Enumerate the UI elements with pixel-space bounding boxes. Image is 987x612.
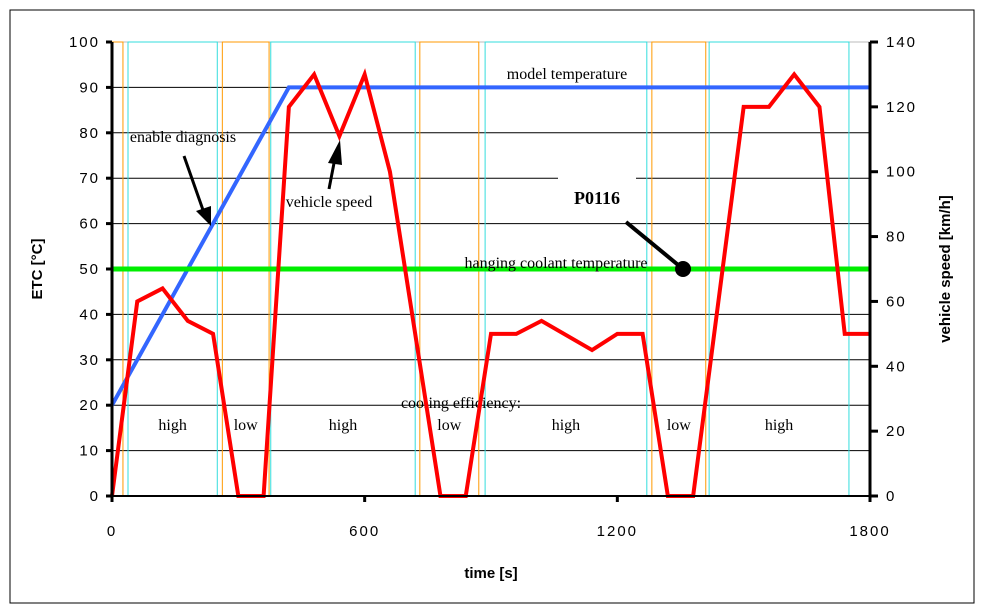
y-tick-label: 70: [79, 170, 100, 187]
x-tick-label: 1800: [849, 523, 890, 540]
y-tick-label: 90: [79, 79, 100, 96]
y2-tick-label: 0: [886, 488, 896, 505]
region-label: low: [667, 417, 691, 434]
x-tick-label: 0: [107, 523, 117, 540]
region-label: low: [234, 417, 258, 434]
y2-tick-label: 20: [886, 423, 907, 440]
y-tick-label: 20: [79, 397, 100, 414]
y-tick-label: 100: [69, 34, 100, 51]
y-tick-label: 50: [79, 261, 100, 278]
region-label: high: [329, 417, 357, 434]
y2-tick-label: 80: [886, 229, 907, 246]
y2-tick-label: 60: [886, 293, 907, 310]
vehicle-speed-line: [110, 68, 870, 498]
p0116-dot: [675, 261, 692, 277]
x-axis-title: time [s]: [464, 565, 517, 582]
x-tick-label: 600: [349, 523, 380, 540]
y-axis-title: ETC [°C]: [29, 239, 46, 300]
region-label: high: [158, 417, 186, 434]
vehicle-speed-annotation: vehicle speed: [286, 194, 373, 211]
y-tick-label: 10: [79, 443, 100, 460]
arrowhead-icon: [328, 140, 342, 165]
y-tick-label: 40: [79, 306, 100, 323]
region-label: high: [552, 417, 580, 434]
arrowhead-icon: [196, 206, 211, 226]
model-temperature-annotation: model temperature: [507, 66, 627, 83]
y2-tick-label: 120: [886, 99, 917, 116]
region-label: high: [765, 417, 793, 434]
p0116-pointer: [624, 220, 685, 271]
y-tick-label: 80: [79, 125, 100, 142]
region-label: low: [437, 417, 461, 434]
enable-diagnosis-annotation: enable diagnosis: [130, 129, 236, 146]
hanging-coolant-annotation: hanging coolant temperature: [464, 255, 647, 272]
y-tick-label: 0: [90, 488, 100, 505]
y2-axis-title: vehicle speed [km/h]: [937, 195, 954, 343]
y-tick-label: 60: [79, 216, 100, 233]
y2-tick-label: 40: [886, 358, 907, 375]
label-background: [558, 176, 636, 184]
x-tick-label: 1200: [597, 523, 638, 540]
y2-tick-label: 140: [886, 34, 917, 51]
enable-diagnosis-arrow: [182, 155, 205, 211]
y2-tick-label: 100: [886, 164, 917, 181]
y-tick-label: 30: [79, 352, 100, 369]
cooling-efficiency-label: cooling efficiency:: [401, 395, 521, 412]
chart-frame: [9, 9, 975, 604]
p0116-annotation: P0116: [574, 188, 620, 208]
